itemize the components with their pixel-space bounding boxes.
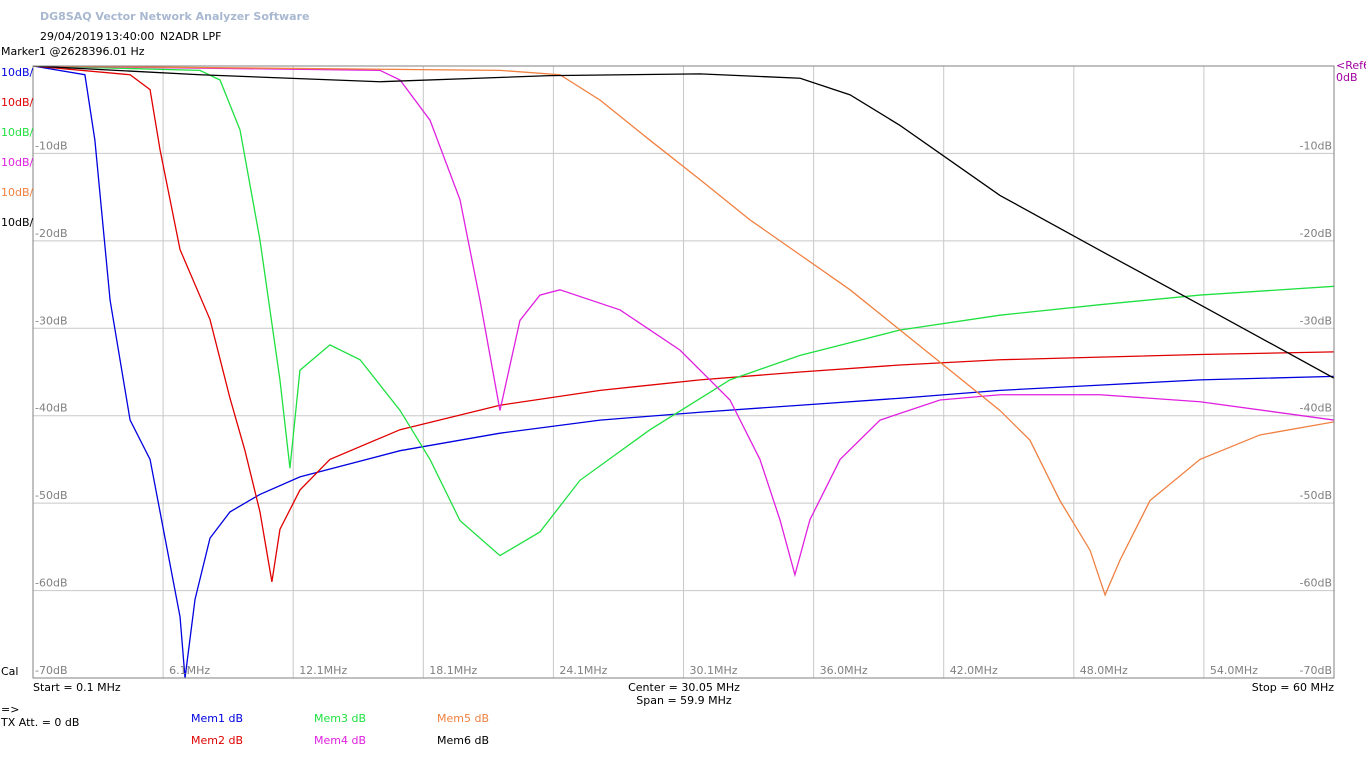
app-title: DG8SAQ Vector Network Analyzer Software [40, 10, 309, 23]
scale-label: 10dB/ [1, 66, 34, 79]
trace [33, 66, 1334, 582]
x-tick-label: 18.1MHz [429, 664, 477, 677]
center-label: Center = 30.05 MHz [628, 681, 740, 694]
y-tick-label-left: -40dB [35, 402, 68, 415]
start-label: Start = 0.1 MHz [33, 681, 121, 694]
ref-value: 0dB [1336, 71, 1358, 84]
y-tick-label-right: -20dB [1300, 227, 1333, 240]
y-tick-label-left: -30dB [35, 314, 68, 327]
x-tick-label: 54.0MHz [1210, 664, 1258, 677]
x-tick-label: 48.0MHz [1080, 664, 1128, 677]
y-tick-label-left: -20dB [35, 227, 68, 240]
x-tick-label: 42.0MHz [950, 664, 998, 677]
scale-label: 10dB/ [1, 156, 34, 169]
y-tick-label-left: -70dB [35, 664, 68, 677]
scale-label: 10dB/ [1, 216, 34, 229]
scale-label: 10dB/ [1, 126, 34, 139]
x-tick-label: 30.1MHz [690, 664, 738, 677]
y-tick-label-right: -40dB [1300, 402, 1333, 415]
y-tick-label-right: -70dB [1300, 664, 1333, 677]
legend-entry: Mem5 dB [437, 712, 489, 725]
date: 29/04/2019 [40, 30, 103, 43]
x-tick-label: 12.1MHz [299, 664, 347, 677]
legend-entry: Mem1 dB [191, 712, 243, 725]
y-tick-label-right: -10dB [1300, 139, 1333, 152]
trace [33, 66, 1334, 678]
ref-label: <Ref6 [1336, 59, 1366, 72]
legend-entry: Mem4 dB [314, 734, 366, 747]
legend-entry: Mem2 dB [191, 734, 243, 747]
legend-entry: Mem6 dB [437, 734, 489, 747]
device: N2ADR LPF [160, 30, 221, 43]
y-tick-label-right: -60dB [1300, 577, 1333, 590]
x-tick-label: 24.1MHz [559, 664, 607, 677]
trace [33, 66, 1334, 379]
y-tick-label-left: -10dB [35, 139, 68, 152]
y-tick-label-left: -50dB [35, 489, 68, 502]
x-tick-label: 6.1MHz [169, 664, 210, 677]
trace [33, 66, 1334, 557]
legend-entry: Mem3 dB [314, 712, 366, 725]
trace [33, 66, 1334, 578]
plot-frame [32, 65, 1335, 679]
time: 13:40:00 [105, 30, 154, 43]
cal-label: Cal [1, 665, 18, 678]
curves [33, 66, 1334, 678]
x-tick-label: 36.0MHz [820, 664, 868, 677]
trace [33, 66, 1334, 597]
y-tick-label-left: -60dB [35, 577, 68, 590]
y-tick-label-right: -50dB [1300, 489, 1333, 502]
tx-attenuation: TX Att. = 0 dB [0, 716, 79, 729]
scale-label: 10dB/ [1, 186, 34, 199]
y-tick-label-right: -30dB [1300, 314, 1333, 327]
prompt: => [1, 703, 19, 716]
span-label: Span = 59.9 MHz [636, 694, 732, 707]
scale-label: 10dB/ [1, 96, 34, 109]
marker-info: Marker1 @2628396.01 Hz [1, 45, 145, 58]
stop-label: Stop = 60 MHz [1252, 681, 1334, 694]
